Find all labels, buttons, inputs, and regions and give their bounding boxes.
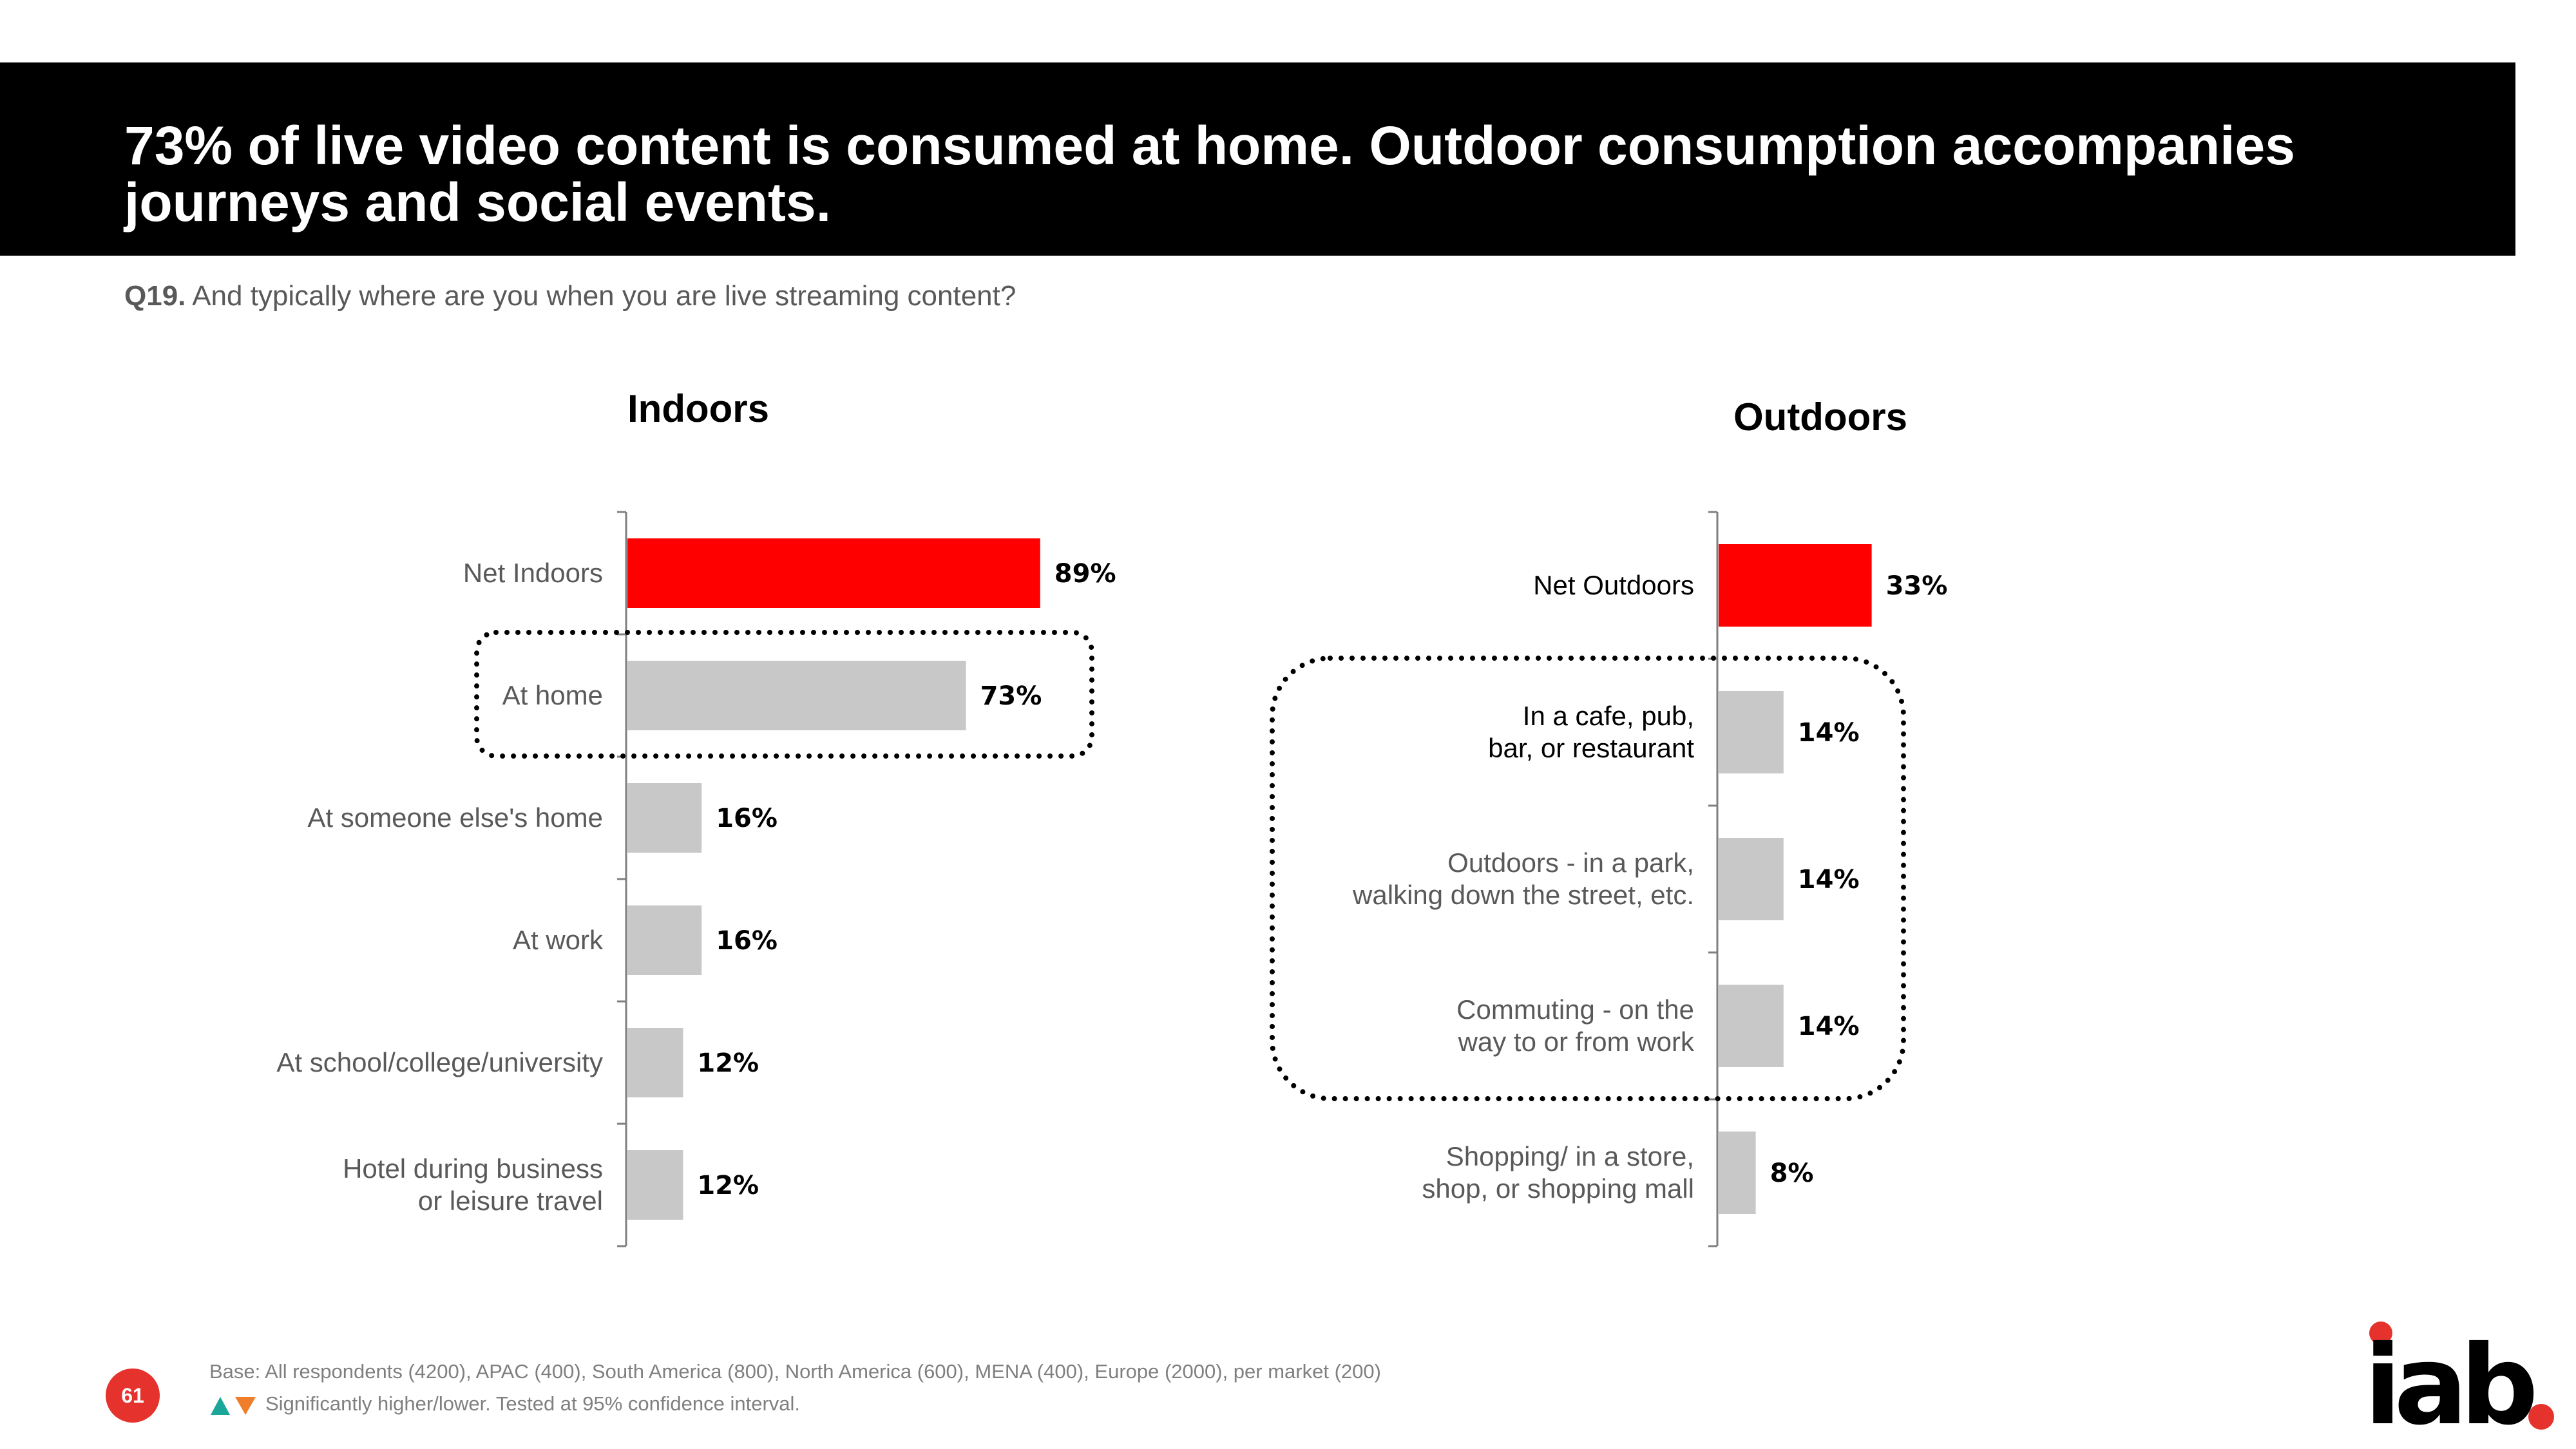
title-bar <box>0 62 2515 256</box>
footnote-significance: Significantly higher/lower. Tested at 95… <box>209 1392 800 1416</box>
outdoors-value-label: 14% <box>1798 718 1860 748</box>
indoors-value-label: 89% <box>1054 559 1116 589</box>
indoors-category-label: At work <box>513 925 604 955</box>
outdoors-highlight-box <box>1270 656 1906 1101</box>
outdoors-category-label: In a cafe, pub, bar, or restaurant <box>1488 701 1694 763</box>
outdoors-category-label: Shopping/ in a store, shop, or shopping m… <box>1422 1141 1694 1204</box>
indoors-value-label: 16% <box>716 804 778 833</box>
page-title: 73% of live video content is consumed at… <box>124 115 2295 232</box>
indoors-bar <box>627 1150 683 1220</box>
iab-logo: iab <box>2364 1321 2554 1436</box>
outdoors-bar <box>1719 544 1872 627</box>
indoors-category-label: At home <box>502 680 603 710</box>
indoors-bar <box>627 538 1040 608</box>
indoors-bar <box>627 783 702 853</box>
indoors-value-label: 16% <box>716 926 778 956</box>
outdoors-bar <box>1719 1132 1756 1214</box>
indoors-value-label: 12% <box>697 1048 759 1078</box>
indoors-category-label: At someone else's home <box>307 802 603 833</box>
question-text: And typically where are you when you are… <box>192 280 1016 312</box>
footnote-base: Base: All respondents (4200), APAC (400)… <box>209 1360 1381 1383</box>
outdoors-bar <box>1719 985 1784 1067</box>
outdoors-value-label: 14% <box>1798 1012 1860 1041</box>
indoors-bar <box>627 905 702 975</box>
outdoors-bar <box>1719 838 1784 920</box>
logo-text: iab <box>2364 1322 2534 1436</box>
indoors-value-label: 73% <box>980 681 1042 711</box>
indoors-category-label: Hotel during business or leisure travel <box>343 1153 603 1216</box>
outdoors-chart-title: Outdoors <box>1733 395 1907 439</box>
outdoors-category-label: Net Outdoors <box>1533 570 1694 600</box>
question-code: Q19. <box>124 280 186 312</box>
outdoors-category-label: Outdoors - in a park, walking down the st… <box>1352 848 1694 910</box>
indoors-value-label: 12% <box>697 1171 759 1200</box>
outdoors-value-label: 14% <box>1798 865 1860 895</box>
indoors-category-label: At school/college/university <box>276 1047 603 1077</box>
indoors-category-label: Net Indoors <box>463 558 603 588</box>
page-number: 61 <box>106 1368 160 1423</box>
indoors-bar <box>627 1028 683 1097</box>
significance-arrows-icon <box>211 1396 256 1415</box>
outdoors-value-label: 8% <box>1770 1159 1814 1188</box>
survey-question: Q19. And typically where are you when yo… <box>124 280 1016 312</box>
indoors-chart-title: Indoors <box>627 387 769 430</box>
outdoors-category-label: Commuting - on the way to or from work <box>1456 994 1695 1057</box>
outdoors-bar <box>1719 691 1784 773</box>
significance-text: Significantly higher/lower. Tested at 95… <box>265 1392 801 1415</box>
indoors-bar <box>627 661 966 730</box>
outdoors-value-label: 33% <box>1886 571 1948 601</box>
